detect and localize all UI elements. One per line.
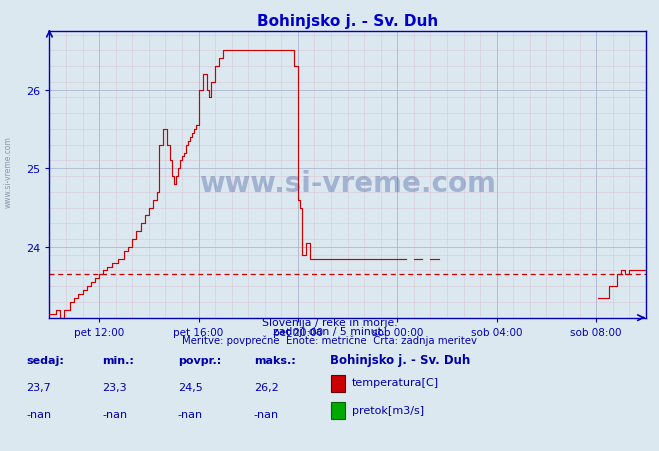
Text: 23,7: 23,7	[26, 382, 51, 392]
Title: Bohinjsko j. - Sv. Duh: Bohinjsko j. - Sv. Duh	[257, 14, 438, 29]
Text: maks.:: maks.:	[254, 355, 295, 365]
Text: -nan: -nan	[102, 409, 127, 419]
Text: www.si-vreme.com: www.si-vreme.com	[3, 135, 13, 207]
Text: temperatura[C]: temperatura[C]	[352, 377, 439, 387]
Text: sedaj:: sedaj:	[26, 355, 64, 365]
Text: 24,5: 24,5	[178, 382, 203, 392]
Text: -nan: -nan	[254, 409, 279, 419]
Text: -nan: -nan	[178, 409, 203, 419]
Text: zadnji dan / 5 minut.: zadnji dan / 5 minut.	[273, 327, 386, 336]
Text: Bohinjsko j. - Sv. Duh: Bohinjsko j. - Sv. Duh	[330, 353, 470, 366]
Text: -nan: -nan	[26, 409, 51, 419]
Text: Meritve: povprečne  Enote: metrične  Črta: zadnja meritev: Meritve: povprečne Enote: metrične Črta:…	[182, 334, 477, 345]
Text: Slovenija / reke in morje.: Slovenija / reke in morje.	[262, 318, 397, 327]
Text: povpr.:: povpr.:	[178, 355, 221, 365]
Text: 23,3: 23,3	[102, 382, 127, 392]
Text: pretok[m3/s]: pretok[m3/s]	[352, 405, 424, 414]
Text: min.:: min.:	[102, 355, 134, 365]
Text: 26,2: 26,2	[254, 382, 279, 392]
Text: www.si-vreme.com: www.si-vreme.com	[199, 170, 496, 198]
